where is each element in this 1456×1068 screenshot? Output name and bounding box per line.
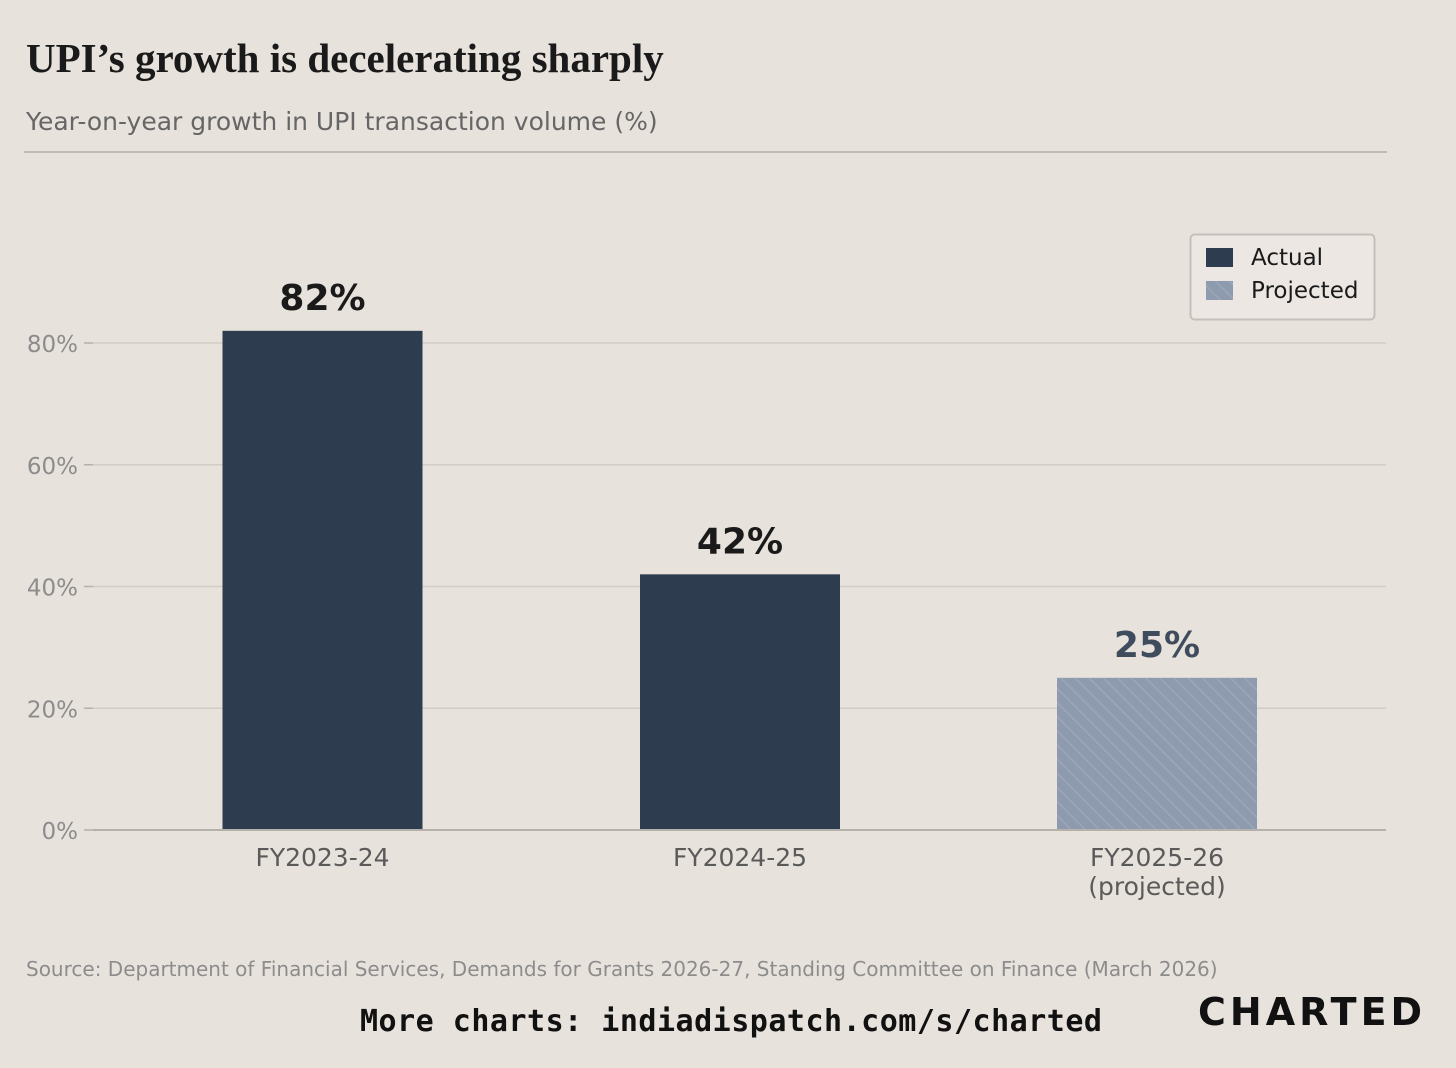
value-label: 25% [1114, 625, 1200, 666]
x-category-label: FY2023-24 [255, 843, 389, 872]
source-note: Source: Department of Financial Services… [26, 957, 1218, 981]
legend-swatch-hatch [1206, 281, 1233, 300]
y-axis-ticks: 0% 20% 40% 60% 80% [27, 332, 93, 845]
x-category-label: FY2025-26 [1090, 843, 1224, 872]
bar-projected-hatch [1057, 677, 1257, 830]
x-axis-ticks: FY2023-24 FY2024-25 FY2025-26(projected) [93, 829, 1386, 901]
value-label: 42% [697, 521, 783, 562]
y-tick-label: 40% [27, 576, 78, 602]
legend-box [1189, 233, 1376, 321]
x-category-label: (projected) [1088, 872, 1226, 901]
y-tick-label: 80% [27, 332, 78, 358]
bar-actual-1 [222, 330, 423, 830]
value-labels: 82% 42% 25% [279, 278, 1200, 666]
y-tick-label: 20% [27, 697, 78, 723]
more-charts-link[interactable]: More charts: indiadispatch.com/s/charted [360, 1004, 1103, 1039]
x-category-label: FY2024-25 [673, 843, 807, 872]
legend-label: Actual [1251, 245, 1323, 271]
legend-label: Projected [1251, 278, 1358, 304]
bars [222, 330, 1257, 830]
legend-swatch-actual [1206, 248, 1233, 267]
y-tick-label: 60% [27, 454, 78, 480]
chart-title: UPI’s growth is decelerating sharply [26, 35, 664, 81]
header-divider [24, 151, 1387, 153]
legend: Actual Projected [1189, 233, 1376, 321]
chart-subtitle: Year-on-year growth in UPI transaction v… [26, 107, 658, 136]
bar-actual-2 [640, 574, 840, 830]
y-tick-label: 0% [42, 819, 79, 845]
charted-logo: CHARTED [1198, 990, 1427, 1034]
value-label: 82% [279, 278, 365, 319]
